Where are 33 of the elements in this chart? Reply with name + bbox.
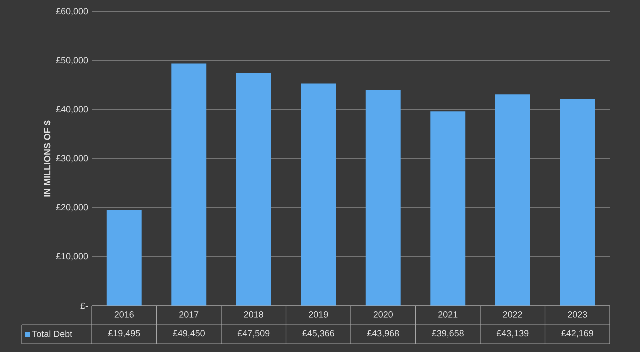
data-label: £43,968 — [367, 330, 400, 338]
y-tick-label: £10,000 — [56, 253, 88, 261]
bar — [495, 94, 530, 306]
data-label: £49,450 — [173, 330, 205, 338]
legend-label: Total Debt — [32, 330, 72, 338]
x-tick-label: 2022 — [503, 312, 522, 318]
x-tick-label: 2017 — [180, 312, 199, 318]
data-label: £47,509 — [238, 330, 270, 338]
bar — [560, 99, 596, 306]
y-tick-label: £- — [80, 302, 88, 310]
data-label: £19,495 — [108, 330, 140, 338]
x-tick-label: 2021 — [438, 312, 458, 318]
x-tick-label: 2018 — [244, 312, 264, 318]
bar — [366, 90, 401, 306]
data-label: £43,139 — [496, 330, 529, 338]
x-tick-label: 2016 — [114, 312, 134, 318]
bar — [172, 64, 207, 306]
x-tick-label: 2020 — [374, 312, 393, 318]
bar — [236, 73, 272, 306]
y-axis-title: IN MILLIONS OF $ — [44, 120, 52, 197]
data-label: £42,169 — [562, 330, 594, 338]
y-tick-label: £60,000 — [56, 8, 88, 16]
y-tick-label: £50,000 — [56, 57, 88, 65]
bar — [430, 112, 466, 306]
data-label: £45,366 — [302, 330, 334, 338]
y-tick-label: £40,000 — [56, 106, 88, 114]
bar — [106, 210, 142, 306]
x-tick-label: 2023 — [568, 312, 588, 318]
y-tick-label: £30,000 — [56, 155, 88, 163]
x-tick-label: 2019 — [309, 312, 328, 318]
data-label: £39,658 — [432, 330, 464, 338]
y-tick-label: £20,000 — [56, 204, 88, 212]
bar — [301, 84, 336, 306]
